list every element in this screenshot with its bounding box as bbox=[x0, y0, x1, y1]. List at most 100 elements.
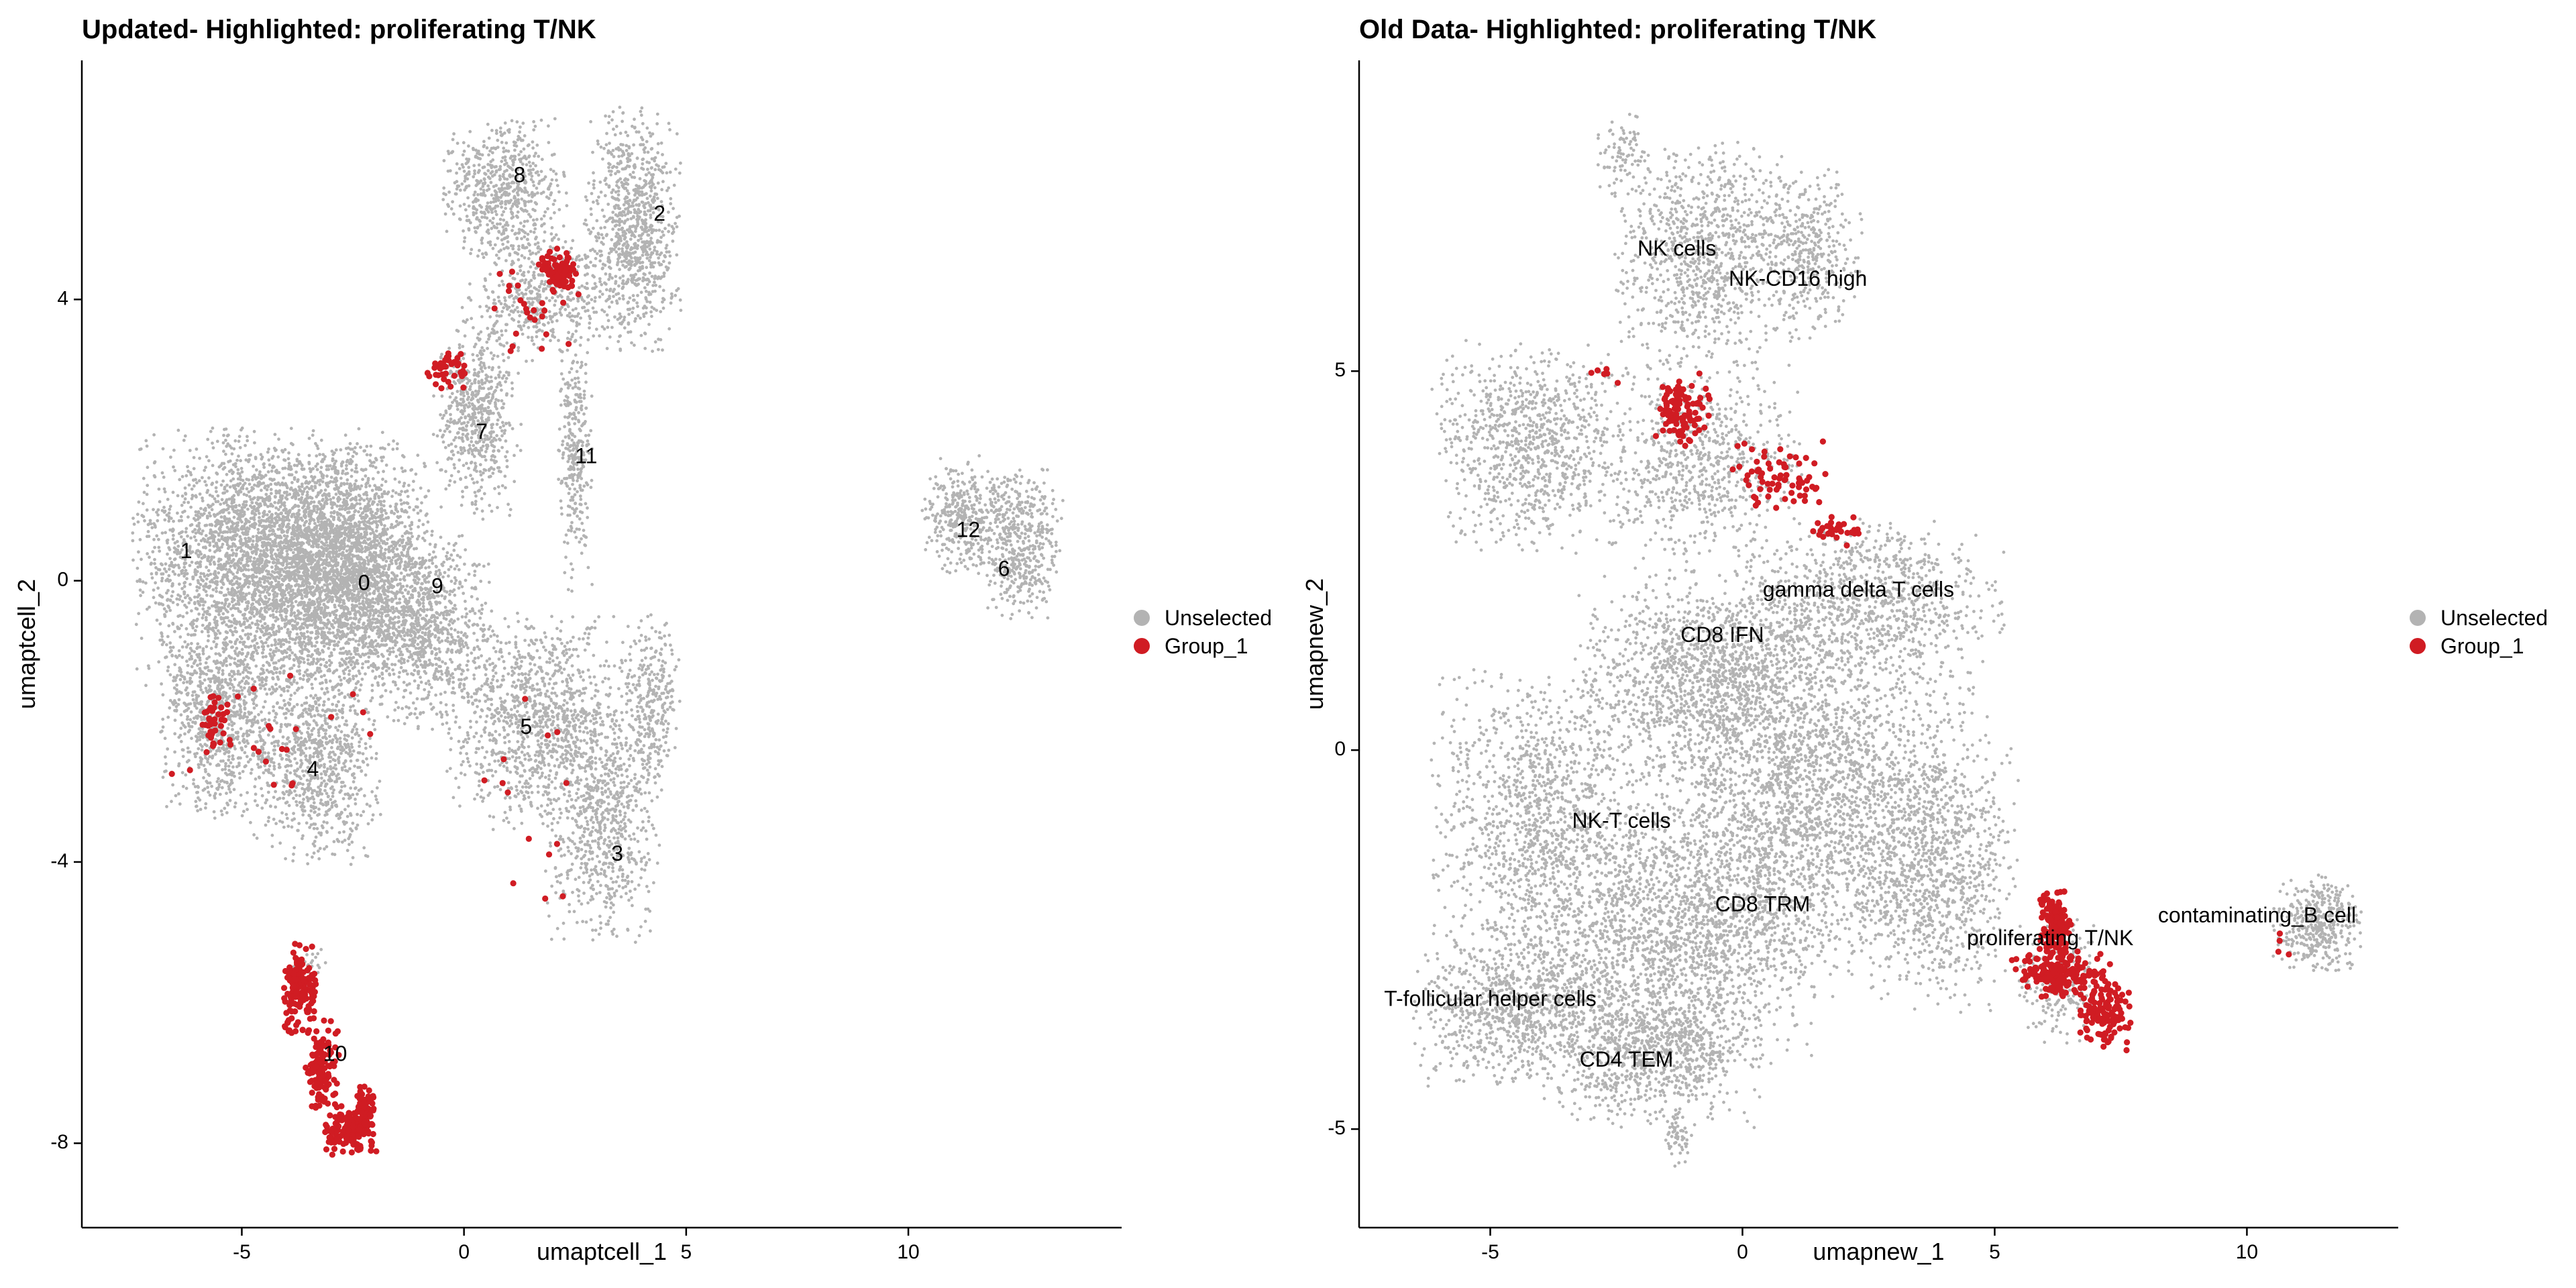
data-point bbox=[270, 478, 273, 481]
data-point bbox=[212, 560, 216, 564]
data-point bbox=[321, 532, 325, 536]
data-point bbox=[210, 523, 214, 527]
data-point bbox=[318, 523, 321, 527]
data-point bbox=[285, 490, 288, 494]
data-point bbox=[341, 599, 345, 602]
data-point bbox=[217, 563, 221, 567]
data-point bbox=[382, 470, 385, 474]
data-point bbox=[376, 629, 380, 633]
data-point bbox=[229, 607, 233, 610]
data-point bbox=[160, 508, 164, 513]
data-point bbox=[148, 605, 151, 609]
data-point bbox=[294, 553, 297, 557]
data-point bbox=[160, 471, 164, 475]
data-point bbox=[301, 596, 304, 600]
data-point bbox=[237, 454, 240, 458]
data-point bbox=[277, 542, 281, 546]
data-point bbox=[158, 568, 162, 572]
data-point bbox=[311, 539, 315, 543]
data-point bbox=[244, 633, 248, 637]
data-point bbox=[230, 452, 234, 455]
data-point bbox=[368, 551, 372, 555]
data-point bbox=[343, 517, 347, 521]
data-point bbox=[350, 468, 354, 472]
data-point bbox=[237, 439, 241, 443]
data-point bbox=[248, 458, 251, 462]
data-point bbox=[338, 617, 342, 621]
data-point bbox=[382, 582, 386, 586]
data-point bbox=[311, 594, 315, 598]
data-point bbox=[345, 632, 350, 636]
data-point bbox=[258, 602, 262, 606]
data-point bbox=[223, 515, 227, 519]
data-point bbox=[400, 535, 405, 538]
data-point bbox=[180, 530, 184, 534]
data-point bbox=[258, 470, 262, 474]
data-point bbox=[156, 508, 160, 512]
data-point bbox=[192, 619, 196, 623]
data-point bbox=[211, 629, 215, 633]
data-point bbox=[266, 450, 270, 454]
data-point bbox=[283, 622, 287, 626]
data-point bbox=[315, 661, 319, 665]
data-point bbox=[136, 513, 140, 517]
data-point bbox=[205, 483, 208, 487]
data-point bbox=[262, 590, 266, 594]
data-point bbox=[221, 491, 225, 495]
data-point bbox=[268, 510, 272, 514]
data-point bbox=[272, 588, 276, 591]
data-point bbox=[391, 447, 395, 451]
data-point bbox=[264, 564, 268, 568]
data-point bbox=[207, 476, 211, 480]
data-point bbox=[203, 627, 207, 631]
data-point bbox=[295, 594, 299, 598]
data-point bbox=[262, 530, 266, 534]
data-point bbox=[272, 561, 276, 565]
data-point bbox=[230, 548, 234, 552]
data-point bbox=[367, 635, 371, 639]
data-point bbox=[300, 463, 304, 467]
data-point bbox=[339, 448, 343, 451]
data-point bbox=[292, 680, 296, 684]
data-point bbox=[336, 590, 340, 594]
data-point bbox=[297, 504, 301, 508]
data-point bbox=[191, 530, 195, 533]
data-point bbox=[331, 631, 335, 635]
data-point bbox=[275, 667, 279, 671]
data-point bbox=[239, 509, 242, 513]
data-point bbox=[188, 651, 192, 655]
data-point bbox=[162, 487, 166, 491]
data-point bbox=[357, 619, 361, 623]
data-point bbox=[409, 527, 413, 531]
data-point bbox=[240, 470, 244, 474]
data-point bbox=[246, 543, 250, 547]
data-point bbox=[423, 531, 427, 535]
data-point bbox=[299, 645, 303, 649]
data-point bbox=[318, 453, 321, 456]
data-point bbox=[207, 606, 211, 610]
data-point bbox=[367, 655, 371, 659]
data-point bbox=[225, 472, 229, 476]
data-point bbox=[254, 664, 258, 668]
data-point bbox=[315, 504, 319, 508]
data-point bbox=[194, 513, 198, 517]
data-point bbox=[211, 588, 215, 592]
data-point bbox=[221, 441, 225, 445]
data-point bbox=[321, 515, 324, 519]
data-point bbox=[313, 617, 316, 621]
data-point bbox=[242, 513, 246, 517]
data-point bbox=[197, 581, 201, 585]
data-point bbox=[183, 486, 187, 490]
data-point bbox=[270, 643, 274, 647]
data-point bbox=[192, 484, 196, 488]
data-point bbox=[167, 568, 171, 571]
data-point bbox=[154, 581, 158, 585]
data-point bbox=[131, 531, 135, 535]
data-point bbox=[278, 489, 282, 492]
data-point bbox=[366, 651, 370, 655]
data-point bbox=[267, 447, 270, 451]
data-point bbox=[307, 616, 311, 620]
data-point bbox=[271, 623, 275, 627]
data-point bbox=[390, 523, 394, 527]
data-point bbox=[256, 537, 259, 541]
